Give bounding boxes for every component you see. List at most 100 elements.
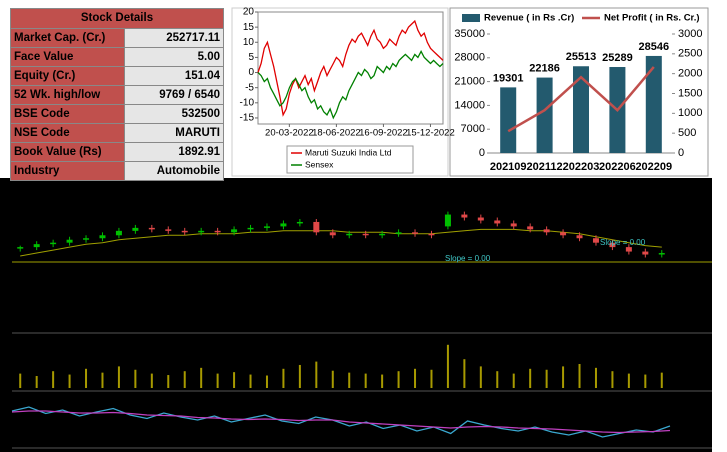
candle-body [428,233,435,236]
stock-details-table: Stock Details Market Cap. (Cr.) 252717.11 F… [10,8,224,181]
table-row: NSE Code MARUTI [11,124,223,143]
cell-label: Industry [11,162,125,180]
y2-tick-label: 500 [678,127,696,139]
volume-bar [397,371,400,388]
candle-body [592,238,599,243]
line-series [507,66,655,133]
volume-bar [364,373,367,388]
candle-body [625,247,632,252]
candle-body [461,214,468,218]
y2-tick-label: 1500 [678,87,702,99]
volume-bar [134,369,137,388]
candle-body [50,242,57,245]
y-tick-label: 0 [479,147,485,159]
x-tick-label: 202209 [635,161,672,173]
candle-body [66,239,73,243]
candle-body [642,251,649,255]
value-label: 19301 [493,72,524,84]
y2-tick-label: 1000 [678,107,702,119]
candle-body [576,235,583,239]
cell-value: 9769 / 6540 [125,86,223,104]
volume-bar [414,368,417,388]
bar [572,66,590,153]
cell-label: 52 Wk. high/low [11,86,125,104]
table-title: Stock Details [11,9,223,29]
cell-value: 252717.11 [125,29,223,47]
legend-swatch [462,14,480,22]
candle-body [99,235,106,239]
y2-tick-label: 0 [678,147,684,159]
y-tick-label: 20 [243,7,255,18]
x-tick-label: 202109 [490,161,527,173]
volume-bar [479,366,482,388]
x-tick-label: 20-03-2022 [265,128,314,139]
volume-bar [660,372,663,388]
legend-label: Net Profit ( in Rs. Cr.) [604,13,700,24]
candle-body [510,223,517,227]
candle-body [543,229,550,233]
bar [500,87,517,153]
table-row: Book Value (Rs) 1892.91 [11,143,223,162]
candle-body [560,232,567,236]
volume-bar [117,366,120,388]
line-series [11,410,671,434]
volume-bar [331,370,334,388]
volume-bar [545,369,548,388]
table-row: 52 Wk. high/low 9769 / 6540 [11,86,223,105]
y-tick-label: 15 [243,22,255,33]
candle-body [329,232,336,236]
value-label: 28546 [639,41,670,53]
candle-body [247,227,254,230]
candle-body [115,230,122,236]
volume-bar [35,376,38,388]
candle-body [17,247,24,249]
line-series [257,19,444,117]
value-label: 22186 [529,62,560,74]
y2-tick-label: 2500 [678,48,702,60]
y-tick-label: 0 [248,67,254,78]
volume-bar [446,344,449,388]
candle-body [477,217,484,221]
volume-bar [200,367,203,388]
cell-label: NSE Code [11,124,125,142]
y2-tick-label: 2000 [678,68,702,80]
candle-body [494,220,501,224]
volume-bar [315,361,318,388]
volume-bar [249,374,252,388]
table-row: Industry Automobile [11,162,223,180]
candle-body [412,232,419,234]
volume-bar [594,367,597,388]
moving-average [20,228,662,257]
bar [536,77,553,153]
volume-bar [216,373,219,388]
volume-bar [496,371,499,388]
volume-bar [463,359,466,388]
volume-bar [298,364,301,388]
cell-value: Automobile [125,162,223,180]
candle-body [362,233,369,236]
candle-body [148,227,155,230]
cell-label: Face Value [11,48,125,66]
legend-box [286,145,414,174]
volume-bar [19,373,22,388]
candle-body [280,223,287,227]
candle-body [231,229,238,233]
candle-body [313,221,320,233]
x-tick-label: 16-09-2022 [359,128,408,139]
volume-bar [167,375,170,388]
volume-bar [85,368,88,388]
x-tick-label: 15-12-2022 [406,128,455,139]
candle-body [198,230,205,233]
volume-bar [430,369,433,388]
y-tick-label: 7000 [461,123,485,135]
line-series [11,406,671,438]
table-row: Equity (Cr.) 151.04 [11,67,223,86]
table-row: BSE Code 532500 [11,105,223,124]
legend-label: Maruti Suzuki India Ltd [305,147,392,157]
x-tick-label: 202112 [527,161,563,173]
volume-bar [282,368,285,388]
y-tick-label: 5 [248,52,254,63]
y-tick-label: 35000 [454,28,485,40]
volume-bar [183,371,186,388]
